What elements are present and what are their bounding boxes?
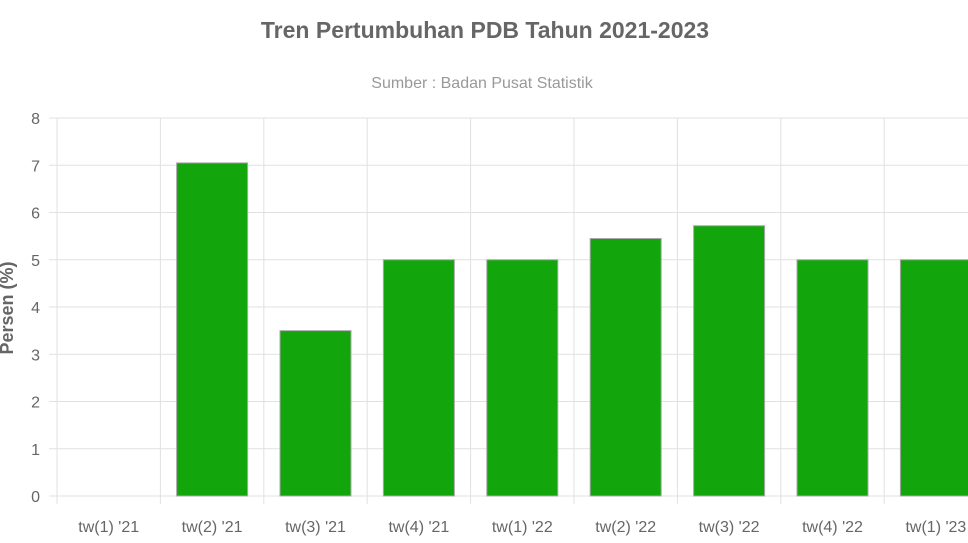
x-tick-label: tw(4) '21 — [388, 519, 449, 536]
x-tick-label: tw(2) '22 — [595, 519, 656, 536]
y-axis-label: Persen (%) — [0, 261, 17, 354]
bar-7[interactable] — [796, 259, 869, 497]
x-tick-label: tw(2) '21 — [182, 519, 243, 536]
bar-8[interactable] — [899, 259, 968, 497]
y-tick-label: 0 — [31, 489, 40, 506]
bar-5[interactable] — [589, 237, 662, 497]
y-axis-ticks: 0 1 2 3 4 5 6 7 8 — [31, 111, 40, 506]
x-tick-label: tw(4) '22 — [802, 519, 863, 536]
x-tick-label: tw(1) '23 — [905, 519, 966, 536]
x-tick-label: tw(1) '22 — [492, 519, 553, 536]
y-tick-label: 6 — [31, 206, 40, 223]
y-tick-label: 3 — [31, 347, 40, 364]
bar-2[interactable] — [279, 330, 352, 497]
y-tick-label: 5 — [31, 253, 40, 270]
bar-1[interactable] — [176, 162, 249, 497]
x-tick-label: tw(1) '21 — [78, 519, 139, 536]
y-tick-label: 8 — [31, 111, 40, 128]
x-tick-label: tw(3) '21 — [285, 519, 346, 536]
y-tick-label: 1 — [31, 442, 40, 459]
y-tick-label: 2 — [31, 395, 40, 412]
bars — [176, 162, 968, 497]
bar-6[interactable] — [693, 225, 766, 497]
x-axis-ticks: tw(1) '21 tw(2) '21 tw(3) '21 tw(4) '21 tw(1… — [78, 519, 966, 536]
x-tick-label: tw(3) '22 — [699, 519, 760, 536]
bar-4[interactable] — [486, 259, 559, 497]
y-tick-label: 7 — [31, 158, 40, 175]
chart-title: Tren Pertumbuhan PDB Tahun 2021-2023 — [261, 17, 709, 43]
chart-subtitle: Sumber : Badan Pusat Statistik — [371, 75, 593, 92]
bar-3[interactable] — [382, 259, 455, 497]
y-tick-label: 4 — [31, 300, 40, 317]
